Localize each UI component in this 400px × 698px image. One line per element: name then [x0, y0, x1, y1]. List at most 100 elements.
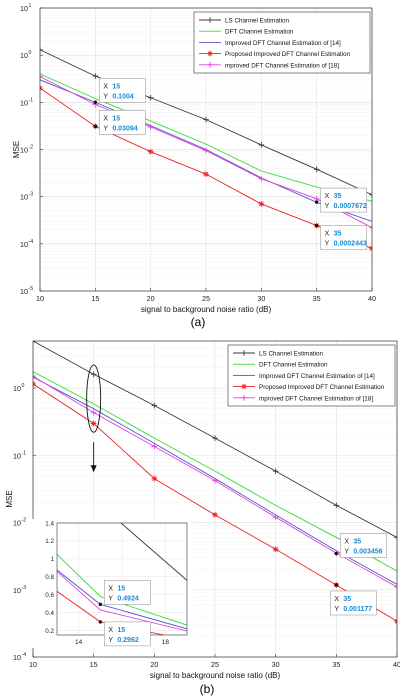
datatip-point [334, 583, 339, 587]
legend: LS Channel Estimation DFT Channel Estimat… [227, 344, 396, 407]
inset-series-line [57, 553, 187, 626]
datatip-x-label: X [325, 193, 330, 200]
datatip-box [104, 580, 151, 605]
datatip-y-value: 0.2962 [117, 637, 139, 644]
y-tick-label: 10 [20, 240, 28, 249]
data-point [152, 476, 157, 481]
data-point [394, 618, 397, 622]
datatip-y-value: 0.03094 [112, 125, 137, 132]
x-axis-label: signal to background noise ratio (dB) [141, 305, 272, 314]
datatip-point [93, 124, 98, 129]
y-tick-label: 10 [20, 193, 28, 202]
datatip-box [99, 78, 146, 103]
datatip-point [334, 551, 339, 556]
data-point [148, 149, 153, 154]
x-tick-label: 30 [272, 660, 280, 669]
legend-entry: Proposed Improved DFT Channel Estimation [259, 384, 385, 391]
data-point [40, 87, 43, 91]
datatip-box [320, 187, 367, 213]
datatip-x-label: X [108, 627, 113, 634]
datatip-y-value: 0.003456 [353, 549, 382, 556]
y-tick-exponent: -1 [22, 450, 27, 456]
series-line [40, 73, 372, 202]
data-point [40, 85, 43, 89]
y-tick-exponent: 0 [29, 50, 32, 56]
datatip-y-value: 0.4924 [117, 595, 139, 602]
legend-marker [207, 51, 213, 56]
inset-series-line [57, 570, 187, 632]
legend-box [227, 344, 396, 407]
x-tick-label: 25 [211, 660, 219, 669]
panel-label: (a) [191, 315, 206, 329]
datatip-point [314, 200, 319, 204]
datatip-y-value: 0.1004 [112, 93, 134, 100]
datatip: X 15 Y 0.1004 [93, 78, 146, 104]
y-tick-exponent: -3 [22, 585, 27, 591]
x-tick-label: 40 [368, 294, 376, 303]
datatip-x-value: 15 [117, 627, 125, 634]
datatip-y-value: 0.0007672 [334, 203, 367, 210]
y-tick-label: 10 [20, 51, 28, 60]
inset-y-tick-label: 0.6 [45, 592, 54, 599]
data-point [369, 247, 372, 251]
legend-entry: Improved DFT Channel Estimation of [14] [225, 40, 341, 47]
panel-label: (b) [200, 682, 215, 696]
axes-frame [32, 340, 398, 658]
x-tick-label: 40 [393, 660, 400, 669]
datatip-y-label: Y [103, 125, 108, 132]
y-tick-exponent: 0 [22, 383, 25, 389]
zoom-arrow-head [90, 465, 97, 473]
datatip: X 35 Y 0.003456 [334, 533, 387, 558]
datatip-y-value: 0.001177 [343, 606, 372, 613]
data-point [212, 512, 218, 518]
y-tick-exponent: -2 [22, 518, 27, 524]
zoom-ellipse [86, 364, 102, 433]
datatip: X 35 Y 0.001177 [330, 583, 377, 616]
axes-frame [39, 7, 373, 292]
datatip: X 35 Y 0.0002443 [314, 223, 367, 250]
x-tick-label: 10 [29, 660, 37, 669]
datatip-box [99, 110, 146, 135]
datatip-y-label: Y [325, 203, 330, 210]
inset-y-tick-label: 0.4 [45, 610, 54, 617]
datatip-y-label: Y [103, 93, 108, 100]
x-tick-label: 15 [91, 294, 99, 303]
inset-y-tick-label: 1.2 [45, 538, 54, 545]
y-tick-exponent: -4 [29, 239, 34, 245]
legend-marker [241, 384, 247, 389]
datatip-x-value: 15 [117, 585, 125, 592]
datatip: X 15 Y 0.03094 [93, 110, 146, 135]
legend-entry: mproved DFT Channel Estimation of [18] [225, 62, 339, 69]
data-point [273, 546, 278, 552]
x-tick-label: 30 [257, 294, 265, 303]
datatip-x-value: 35 [334, 231, 342, 238]
y-tick-label: 10 [20, 98, 28, 107]
y-tick-exponent: -1 [29, 97, 34, 103]
datatip-y-label: Y [108, 637, 113, 644]
datatip-x-value: 35 [343, 596, 351, 603]
datatip: X 15 Y 0.2962 [98, 620, 151, 647]
datatip-box [320, 225, 367, 250]
y-axis-label: MSE [5, 490, 14, 507]
datatip-x-label: X [103, 83, 108, 90]
y-tick-exponent: -4 [22, 652, 27, 658]
datatip-y-label: Y [108, 595, 113, 602]
legend-entry: LS Channel Estimation [259, 351, 324, 358]
y-tick-label: 10 [13, 653, 21, 662]
datatip-x-label: X [344, 539, 349, 546]
x-tick-label: 20 [147, 294, 155, 303]
inset-y-tick-label: 0.2 [45, 628, 54, 635]
y-tick-label: 10 [20, 287, 28, 296]
datatip-x-label: X [108, 585, 113, 592]
y-tick-label: 10 [13, 519, 21, 528]
datatip-x-value: 35 [353, 539, 361, 546]
datatip: X 15 Y 0.4924 [98, 580, 151, 607]
y-tick-label: 10 [20, 4, 28, 13]
y-tick-exponent: -2 [29, 145, 34, 151]
series-line [33, 371, 397, 572]
legend-entry: Improved DFT Channel Estimation of [14] [259, 373, 375, 380]
datatip-box [340, 533, 387, 558]
x-tick-label: 35 [332, 660, 340, 669]
